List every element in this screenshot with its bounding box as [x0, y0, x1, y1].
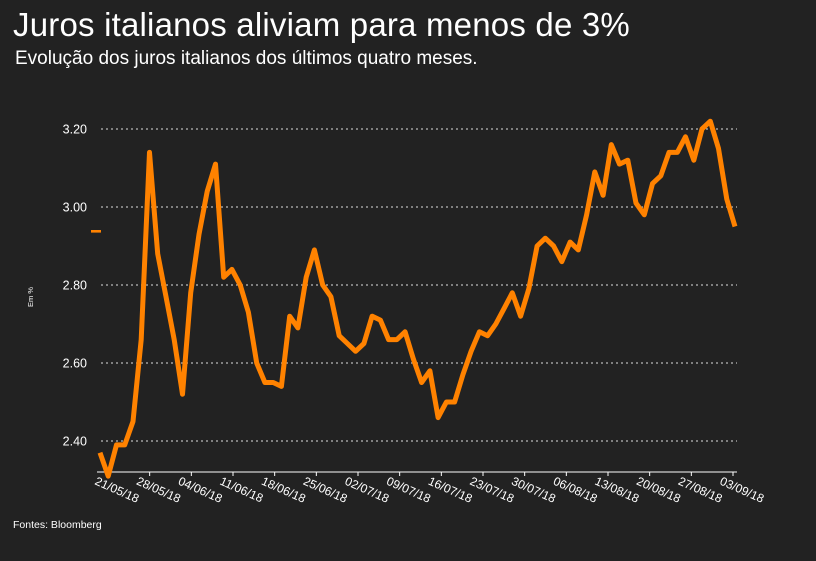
chart-title: Juros italianos aliviam para menos de 3% — [13, 6, 630, 43]
current-value-marker — [91, 230, 101, 233]
x-tick-label: 21/05/18 — [93, 474, 142, 506]
y-axis-ticks: 2.40 2.60 2.80 3.00 3.20 — [63, 123, 87, 449]
y-tick-label: 3.00 — [63, 201, 87, 215]
x-tick-label: 09/07/18 — [384, 474, 433, 506]
gridlines — [101, 128, 737, 442]
x-tick-label: 02/07/18 — [343, 474, 392, 506]
x-tick-label: 27/08/18 — [676, 474, 725, 506]
source-note: Fontes: Bloomberg — [13, 519, 102, 531]
x-tick-label: 16/07/18 — [426, 474, 475, 506]
y-tick-label: 3.20 — [63, 123, 87, 137]
chart-subtitle: Evolução dos juros italianos dos últimos… — [15, 48, 478, 69]
x-tick-label: 25/06/18 — [301, 474, 350, 506]
x-tick-label: 23/07/18 — [468, 474, 517, 506]
y-tick-label: 2.40 — [63, 435, 87, 449]
x-tick-label: 04/06/18 — [176, 474, 225, 506]
y-tick-label: 2.80 — [63, 279, 87, 293]
x-tick-label: 06/08/18 — [551, 474, 600, 506]
x-tick-label: 11/06/18 — [218, 474, 266, 506]
x-tick-label: 13/08/18 — [593, 474, 642, 506]
series-line — [97, 118, 738, 479]
y-axis-label: Em % — [26, 287, 35, 307]
x-tick-label: 03/09/18 — [718, 474, 767, 506]
x-tick-label: 18/06/18 — [259, 474, 308, 506]
x-tick-label: 30/07/18 — [509, 474, 558, 506]
x-axis-ticks: 21/05/1828/05/1804/06/1811/06/1818/06/18… — [93, 472, 767, 506]
x-tick-label: 28/05/18 — [134, 474, 183, 506]
y-tick-label: 2.60 — [63, 357, 87, 371]
x-tick-label: 20/08/18 — [634, 474, 683, 506]
